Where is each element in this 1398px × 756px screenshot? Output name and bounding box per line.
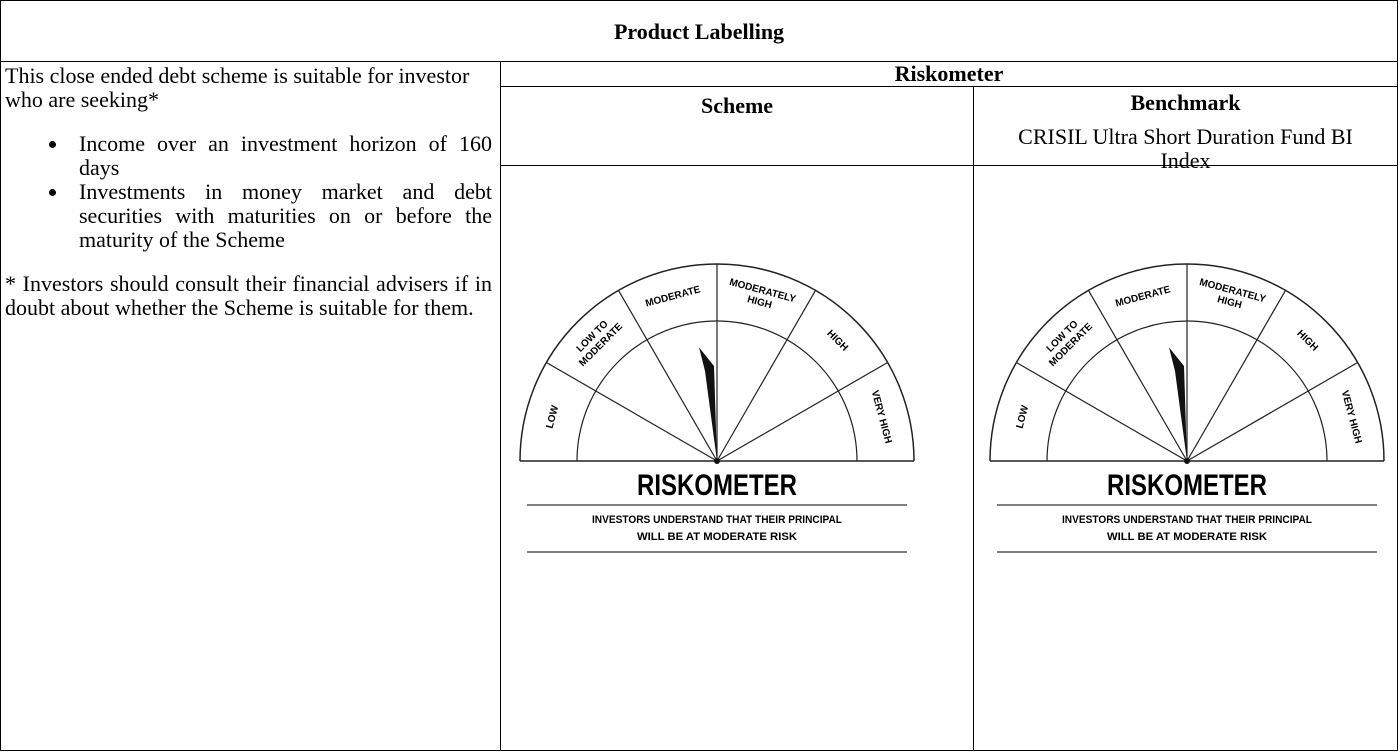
divider bbox=[1186, 290, 1287, 462]
note: * Investors should consult their financi… bbox=[5, 271, 492, 320]
gauge-title: RISKOMETER bbox=[1107, 469, 1267, 502]
benchmark-cell: Benchmark CRISIL Ultra Short Duration Fu… bbox=[973, 86, 1398, 173]
gauge-caption: WILL BE AT MODERATE RISK bbox=[1107, 531, 1267, 543]
header-cell: Product Labelling bbox=[0, 0, 1398, 62]
gauge-caption: WILL BE AT MODERATE RISK bbox=[637, 531, 797, 543]
gauge-label: LOW bbox=[1015, 404, 1032, 430]
benchmark-name: CRISIL Ultra Short Duration Fund BI Inde… bbox=[1018, 124, 1353, 173]
gauge-label: VERY HIGH bbox=[869, 389, 894, 444]
scheme-heading: Scheme bbox=[700, 93, 774, 118]
divider bbox=[546, 361, 718, 462]
riskometer-title: Riskometer bbox=[894, 61, 1004, 86]
gauge-caption: INVESTORS UNDERSTAND THAT THEIR PRINCIPA… bbox=[592, 514, 842, 526]
pivot bbox=[714, 458, 720, 464]
needle bbox=[699, 347, 717, 461]
bullet: Income over an investment horizon of 160… bbox=[69, 132, 492, 180]
needle bbox=[1169, 347, 1187, 461]
gauge-title: RISKOMETER bbox=[637, 469, 797, 502]
benchmark-gauge-cell: LOW LOW TO MODERATE MODERATE MODERATELY HIGH H… bbox=[973, 165, 1398, 751]
gauge-caption: INVESTORS UNDERSTAND THAT THEIR PRINCIPA… bbox=[1062, 514, 1312, 526]
bullet-list: Income over an investment horizon of 160… bbox=[5, 132, 492, 252]
bullet: Investments in money market and debt sec… bbox=[69, 180, 492, 252]
header-title: Product Labelling bbox=[613, 19, 785, 44]
gauge-label: LOW bbox=[545, 404, 562, 430]
scheme-cell: Scheme bbox=[500, 86, 974, 166]
gauge-label: HIGH bbox=[824, 328, 849, 353]
gauge-label: HIGH bbox=[1294, 328, 1319, 353]
intro: This close ended debt scheme is suitable… bbox=[5, 63, 470, 112]
scheme-gauge-cell: LOW LOW TO MODERATE MODERATE MODERATELY HIGH H… bbox=[500, 165, 974, 751]
riskometer-title-cell: Riskometer bbox=[500, 61, 1398, 87]
divider bbox=[1016, 361, 1188, 462]
divider bbox=[716, 361, 888, 462]
gauge-label: MODERATE bbox=[1114, 284, 1172, 309]
left-cell: This close ended debt scheme is suitable… bbox=[0, 61, 501, 751]
gauge-label: MODERATE bbox=[644, 284, 702, 309]
gauge-label: VERY HIGH bbox=[1339, 389, 1364, 444]
divider bbox=[1186, 361, 1358, 462]
benchmark-heading: Benchmark bbox=[1130, 90, 1241, 115]
divider bbox=[617, 290, 718, 462]
pivot bbox=[1184, 458, 1190, 464]
divider bbox=[716, 290, 817, 462]
divider bbox=[1087, 290, 1188, 462]
